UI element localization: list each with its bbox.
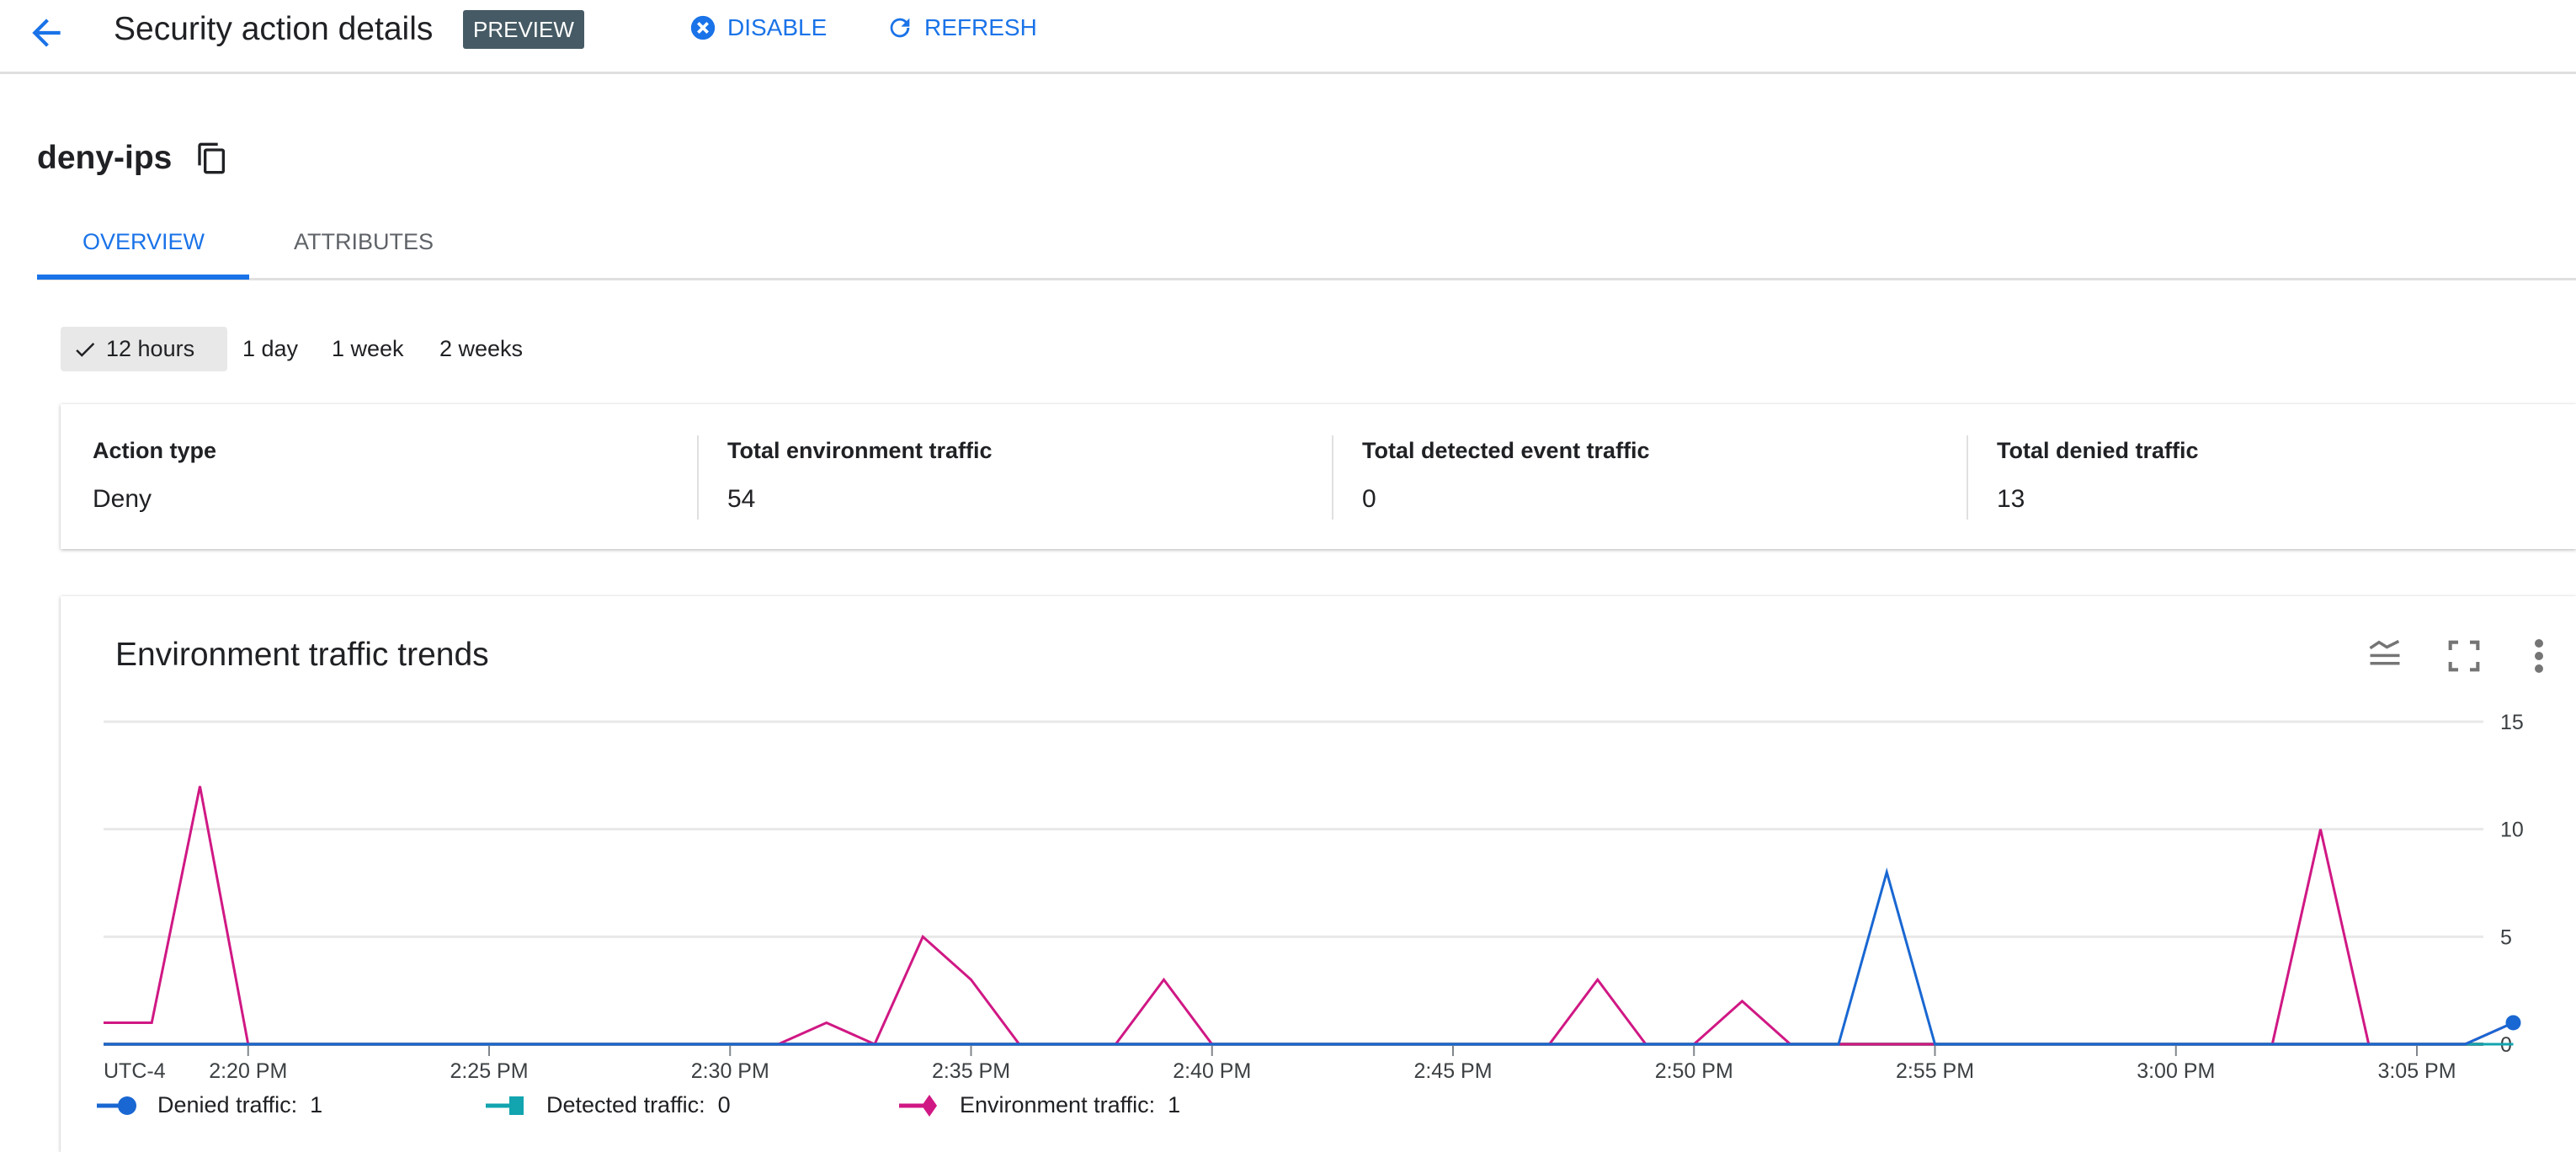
tabs-divider: [37, 278, 2576, 280]
chart-title: Environment traffic trends: [115, 637, 489, 673]
x-tick-label: 2:35 PM: [932, 1059, 1010, 1083]
timezone-label: UTC-4: [104, 1059, 166, 1083]
copy-icon[interactable]: [195, 141, 229, 179]
stat-label: Total denied traffic: [1997, 438, 2199, 463]
legend-detected[interactable]: Detected traffic: 0: [486, 1092, 731, 1118]
diamond-marker-icon: [899, 1094, 937, 1117]
range-1-day[interactable]: 1 day: [242, 336, 299, 361]
stat-value: 13: [1997, 485, 2025, 513]
legend-label: Denied traffic: [157, 1092, 291, 1117]
square-marker-icon: [486, 1096, 524, 1115]
x-tick-label: 2:20 PM: [209, 1059, 287, 1083]
chart-card: [61, 596, 2576, 1152]
divider: [1967, 435, 1968, 520]
more-options-icon[interactable]: [2531, 637, 2547, 680]
resource-name: deny-ips: [37, 140, 173, 176]
stat-value: 54: [727, 485, 756, 513]
y-tick-label: 5: [2500, 925, 2512, 949]
disable-button[interactable]: DISABLE: [689, 13, 827, 42]
top-bar: Security action details PREVIEW DISABLE …: [0, 0, 2576, 74]
legend-denied[interactable]: Denied traffic: 1: [97, 1092, 322, 1118]
active-tab-indicator: [37, 275, 249, 280]
check-icon: [76, 342, 95, 357]
x-tick-label: 3:05 PM: [2377, 1059, 2456, 1083]
y-tick-label: 15: [2500, 711, 2524, 734]
stat-label: Total environment traffic: [727, 438, 993, 463]
legend-label: Detected traffic: [546, 1092, 700, 1117]
last-point-marker: [2505, 1015, 2521, 1031]
x-tick-label: 2:30 PM: [691, 1059, 769, 1083]
preview-badge: PREVIEW: [463, 10, 584, 49]
back-arrow-icon[interactable]: [25, 12, 67, 54]
summary-card: Action type Deny Total environment traffi…: [61, 404, 2576, 549]
legend-value: 1: [310, 1092, 323, 1117]
tab-attributes[interactable]: ATTRIBUTES: [294, 229, 434, 254]
refresh-button[interactable]: REFRESH: [886, 13, 1037, 42]
series-line-denied-traffic: [104, 867, 2515, 1046]
stat-label: Action type: [93, 438, 217, 463]
legend-label: Environment traffic: [960, 1092, 1149, 1117]
tab-overview[interactable]: OVERVIEW: [82, 229, 205, 254]
x-tick-label: 3:00 PM: [2137, 1059, 2215, 1083]
refresh-icon: [890, 18, 910, 38]
fullscreen-icon[interactable]: [2446, 638, 2482, 678]
divider: [1332, 435, 1333, 520]
x-tick-label: 2:40 PM: [1173, 1059, 1251, 1083]
x-tick-label: 2:25 PM: [450, 1059, 528, 1083]
range-2-weeks[interactable]: 2 weeks: [439, 336, 524, 361]
refresh-label: REFRESH: [924, 14, 1037, 40]
x-tick-label: 2:55 PM: [1896, 1059, 1974, 1083]
page-title: Security action details: [114, 11, 434, 47]
stat-action-type: Action type Deny: [61, 404, 216, 549]
cancel-circle-icon: [690, 15, 716, 40]
range-12-hours[interactable]: 12 hours: [61, 327, 227, 371]
y-tick-label: 10: [2500, 819, 2524, 842]
legend-toggle-icon[interactable]: [2367, 638, 2403, 678]
stat-detected-traffic: Total detected event traffic 0: [1330, 404, 1650, 549]
stat-label: Total detected event traffic: [1362, 438, 1650, 463]
stat-denied-traffic: Total denied traffic 13: [1965, 404, 2199, 549]
legend-environment[interactable]: Environment traffic: 1: [899, 1092, 1180, 1118]
range-label: 12 hours: [106, 336, 195, 361]
stat-environment-traffic: Total environment traffic 54: [695, 404, 993, 549]
legend-value: 0: [717, 1092, 731, 1117]
range-1-week[interactable]: 1 week: [332, 336, 404, 361]
x-tick-label: 2:45 PM: [1413, 1059, 1492, 1083]
series-line-environment-traffic: [104, 786, 2515, 1046]
divider: [697, 435, 699, 520]
disable-label: DISABLE: [727, 14, 828, 40]
legend-value: 1: [1168, 1092, 1181, 1117]
stat-value: Deny: [93, 485, 152, 513]
x-tick-label: 2:50 PM: [1655, 1059, 1733, 1083]
stat-value: 0: [1362, 485, 1376, 513]
circle-marker-icon: [97, 1096, 136, 1115]
